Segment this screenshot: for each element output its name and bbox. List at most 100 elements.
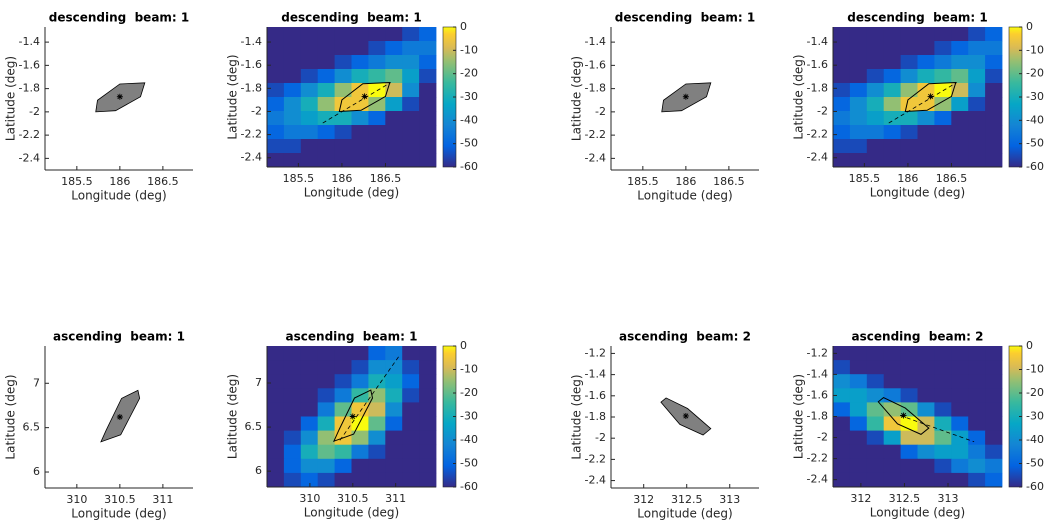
heatmap-cell bbox=[267, 360, 285, 375]
heatmap-cell bbox=[833, 360, 851, 375]
heatmap-cell bbox=[267, 153, 285, 168]
center-marker bbox=[361, 93, 368, 100]
heatmap-cell bbox=[934, 41, 952, 56]
heatmap-cell bbox=[267, 69, 285, 84]
heatmap-cell bbox=[985, 83, 1003, 98]
heatmap-cell bbox=[267, 27, 285, 42]
heatmap-cell bbox=[300, 41, 319, 56]
heatmap-cell bbox=[985, 360, 1003, 375]
heatmap-cell bbox=[419, 444, 437, 460]
heatmap-cell bbox=[900, 430, 918, 446]
heatmap-cell bbox=[917, 360, 935, 375]
y-tick-label: -1.4 bbox=[807, 367, 828, 380]
heatmap-cell bbox=[900, 388, 918, 403]
heatmap-cell bbox=[300, 55, 319, 70]
heatmap-cell bbox=[351, 139, 369, 154]
heatmap-cell bbox=[419, 416, 437, 431]
heatmap-cell bbox=[283, 69, 302, 84]
heatmap-cell bbox=[849, 416, 868, 431]
y-tick-label: -2.2 bbox=[241, 128, 262, 141]
heatmap-cell bbox=[334, 458, 352, 474]
heatmap-cell bbox=[300, 153, 319, 168]
heatmap-cell bbox=[402, 41, 420, 56]
heatmap-cell bbox=[951, 69, 969, 84]
heatmap-cell bbox=[368, 430, 386, 446]
heatmap-cell bbox=[402, 430, 420, 446]
x-axis-label: Longitude (deg) bbox=[637, 507, 732, 520]
heatmap-cell bbox=[833, 346, 851, 361]
heatmap-cell bbox=[283, 153, 302, 168]
y-tick-label: -2.4 bbox=[807, 151, 828, 164]
heatmap-cell bbox=[385, 55, 403, 70]
heatmap-cell bbox=[866, 125, 885, 140]
colorbar-tick-label: -10 bbox=[1026, 43, 1044, 56]
y-tick-label: -2 bbox=[29, 105, 40, 118]
colorbar-tick-label: -60 bbox=[460, 160, 478, 173]
heatmap-cell bbox=[833, 388, 851, 403]
heatmap-cell bbox=[283, 416, 302, 431]
heatmap-cell bbox=[419, 346, 437, 361]
heatmap-cell bbox=[351, 69, 369, 84]
heatmap-cell bbox=[368, 444, 386, 460]
heatmap-cell bbox=[368, 97, 386, 112]
heatmap-cell bbox=[866, 97, 885, 112]
heatmap-cell bbox=[968, 97, 986, 112]
heatmap-cell bbox=[334, 388, 352, 403]
heatmap-cell bbox=[934, 153, 952, 168]
heatmap-cell bbox=[334, 69, 352, 84]
heatmap-cell bbox=[883, 388, 901, 403]
heatmap-cell bbox=[283, 360, 302, 375]
x-tick-label: 312.5 bbox=[671, 493, 703, 506]
heatmap-cell bbox=[385, 444, 403, 460]
x-axis-label: Longitude (deg) bbox=[637, 189, 732, 203]
y-tick-label: -2 bbox=[817, 431, 828, 444]
heatmap-cell bbox=[317, 444, 335, 460]
heatmap-cell bbox=[985, 430, 1003, 446]
heatmap-cell bbox=[267, 125, 285, 140]
chart-title: descending beam: 1 bbox=[281, 11, 422, 25]
heatmap-cell bbox=[385, 416, 403, 431]
heatmap-cell bbox=[317, 83, 335, 98]
heatmap-cell bbox=[934, 97, 952, 112]
heatmap-cell bbox=[951, 153, 969, 168]
heatmap-cell bbox=[968, 388, 986, 403]
heatmap-cell bbox=[833, 139, 851, 154]
heatmap-cell bbox=[900, 125, 918, 140]
heatmap-cell bbox=[985, 444, 1003, 460]
heatmap-cell bbox=[968, 374, 986, 389]
heatmap-cell bbox=[317, 374, 335, 389]
heatmap-cell bbox=[402, 472, 420, 488]
heatmap-cell bbox=[317, 27, 335, 42]
heatmap-cell bbox=[849, 153, 868, 168]
heatmap-cell bbox=[934, 111, 952, 126]
heatmap-cell bbox=[883, 416, 901, 431]
chart-title: descending beam: 1 bbox=[847, 11, 988, 25]
heatmap-cell bbox=[368, 111, 386, 126]
heatmap-cell bbox=[351, 41, 369, 56]
colorbar-tick-label: -60 bbox=[1026, 480, 1044, 493]
x-axis-label: Longitude (deg) bbox=[71, 507, 166, 520]
heatmap-cell bbox=[267, 97, 285, 112]
y-tick-label: 7 bbox=[255, 376, 262, 389]
heatmap-cell bbox=[917, 153, 935, 168]
heatmap-cell bbox=[985, 458, 1003, 474]
heatmap-cell bbox=[900, 41, 918, 56]
colorbar-tick-label: -20 bbox=[460, 67, 478, 80]
y-axis-label: Latitude (deg) bbox=[570, 374, 584, 459]
heatmap-cell bbox=[402, 360, 420, 375]
heatmap-cell bbox=[368, 416, 386, 431]
heatmap-cell bbox=[917, 458, 935, 474]
heatmap-cell bbox=[300, 374, 319, 389]
chart-title: ascending beam: 2 bbox=[852, 330, 984, 344]
heatmap-cell bbox=[883, 374, 901, 389]
heatmap-cell bbox=[849, 83, 868, 98]
heatmap-cell bbox=[351, 346, 369, 361]
colorbar-tick-label: -30 bbox=[1026, 410, 1044, 423]
x-tick-label: 186 bbox=[675, 175, 696, 188]
heatmap-cell bbox=[883, 97, 901, 112]
heatmap-cell bbox=[934, 83, 952, 98]
heatmap-cell bbox=[900, 402, 918, 417]
heatmap-cell bbox=[402, 402, 420, 417]
heatmap-cell bbox=[419, 69, 437, 84]
heatmap-cell bbox=[900, 55, 918, 70]
